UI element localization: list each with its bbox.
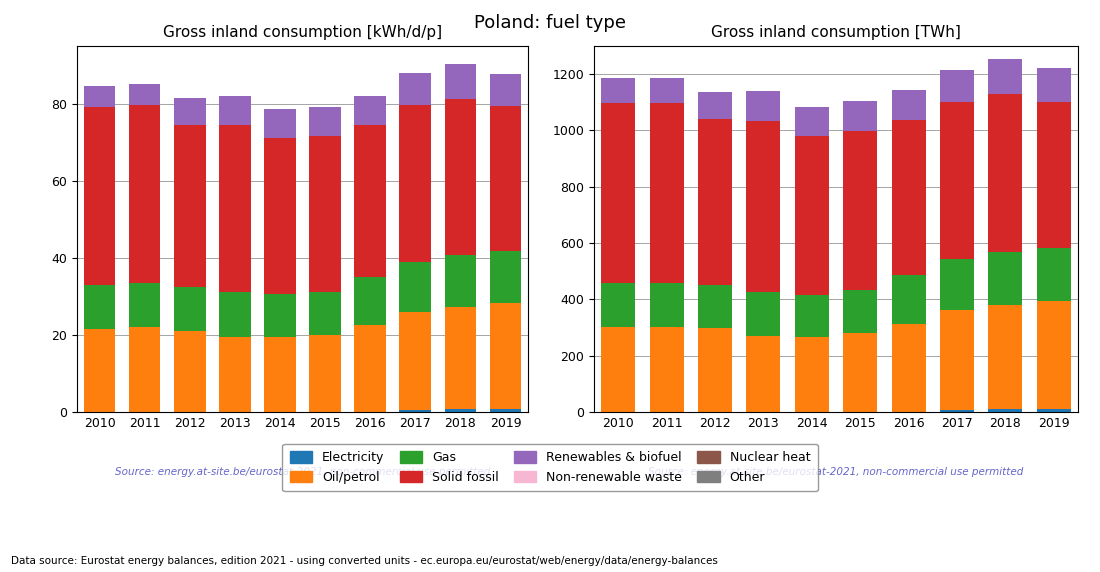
Bar: [444, 409, 476, 412]
Bar: [354, 277, 386, 325]
Bar: [490, 251, 521, 303]
Bar: [650, 283, 683, 327]
Bar: [1037, 68, 1070, 101]
Bar: [892, 324, 925, 412]
Bar: [795, 137, 828, 295]
Bar: [650, 327, 683, 412]
Bar: [219, 337, 251, 412]
Bar: [1037, 301, 1070, 409]
Bar: [174, 98, 206, 125]
Bar: [698, 285, 732, 328]
Bar: [844, 130, 877, 290]
Bar: [747, 292, 780, 336]
Bar: [309, 108, 341, 136]
Legend: Electricity, Oil/petrol, Gas, Solid fossil, Renewables & biofuel, Non-renewable : Electricity, Oil/petrol, Gas, Solid foss…: [283, 444, 817, 491]
Bar: [989, 252, 1022, 305]
Bar: [309, 136, 341, 292]
Bar: [309, 335, 341, 412]
Bar: [399, 73, 431, 105]
Bar: [989, 305, 1022, 409]
Bar: [354, 125, 386, 277]
Bar: [399, 261, 431, 312]
Bar: [219, 125, 251, 292]
Bar: [747, 336, 780, 412]
Bar: [844, 290, 877, 333]
Bar: [1037, 101, 1070, 248]
Bar: [795, 107, 828, 137]
Bar: [354, 325, 386, 412]
Bar: [747, 121, 780, 292]
Bar: [844, 101, 877, 130]
Bar: [399, 312, 431, 410]
Bar: [264, 337, 296, 412]
Bar: [1037, 248, 1070, 301]
Bar: [174, 287, 206, 331]
Bar: [892, 275, 925, 324]
Bar: [698, 119, 732, 285]
Text: Data source: Eurostat energy balances, edition 2021 - using converted units - ec: Data source: Eurostat energy balances, e…: [11, 557, 718, 566]
Bar: [989, 409, 1022, 412]
Bar: [698, 328, 732, 412]
Bar: [940, 70, 974, 102]
Bar: [399, 105, 431, 261]
Bar: [602, 78, 635, 104]
Bar: [129, 105, 161, 283]
Bar: [989, 94, 1022, 252]
Bar: [84, 108, 116, 285]
Bar: [399, 410, 431, 412]
Bar: [892, 120, 925, 275]
Bar: [940, 410, 974, 412]
Bar: [940, 102, 974, 259]
Bar: [490, 303, 521, 409]
Bar: [354, 96, 386, 125]
Bar: [940, 311, 974, 410]
Bar: [602, 104, 635, 283]
Bar: [795, 295, 828, 337]
Bar: [264, 295, 296, 337]
Bar: [444, 98, 476, 255]
Bar: [219, 96, 251, 125]
Bar: [174, 331, 206, 412]
Bar: [1037, 409, 1070, 412]
Bar: [309, 292, 341, 335]
Text: Source: energy.at-site.be/eurostat-2021, non-commercial use permitted: Source: energy.at-site.be/eurostat-2021,…: [648, 467, 1024, 476]
Bar: [84, 329, 116, 412]
Bar: [602, 283, 635, 327]
Bar: [698, 92, 732, 119]
Bar: [219, 292, 251, 337]
Text: Source: energy.at-site.be/eurostat-2021, non-commercial use permitted: Source: energy.at-site.be/eurostat-2021,…: [114, 467, 491, 476]
Bar: [490, 106, 521, 251]
Bar: [129, 283, 161, 327]
Bar: [795, 337, 828, 412]
Bar: [650, 78, 683, 103]
Bar: [892, 90, 925, 120]
Bar: [940, 259, 974, 311]
Bar: [444, 255, 476, 307]
Bar: [444, 307, 476, 409]
Bar: [129, 84, 161, 105]
Title: Gross inland consumption [TWh]: Gross inland consumption [TWh]: [711, 25, 961, 41]
Bar: [84, 285, 116, 329]
Title: Gross inland consumption [kWh/d/p]: Gross inland consumption [kWh/d/p]: [163, 25, 442, 41]
Bar: [264, 138, 296, 295]
Bar: [129, 327, 161, 412]
Bar: [444, 64, 476, 98]
Bar: [84, 86, 116, 108]
Bar: [747, 92, 780, 121]
Bar: [490, 409, 521, 412]
Bar: [490, 74, 521, 106]
Bar: [602, 327, 635, 412]
Bar: [844, 333, 877, 412]
Text: Poland: fuel type: Poland: fuel type: [474, 14, 626, 32]
Bar: [264, 109, 296, 138]
Bar: [174, 125, 206, 287]
Bar: [989, 59, 1022, 94]
Bar: [650, 103, 683, 283]
